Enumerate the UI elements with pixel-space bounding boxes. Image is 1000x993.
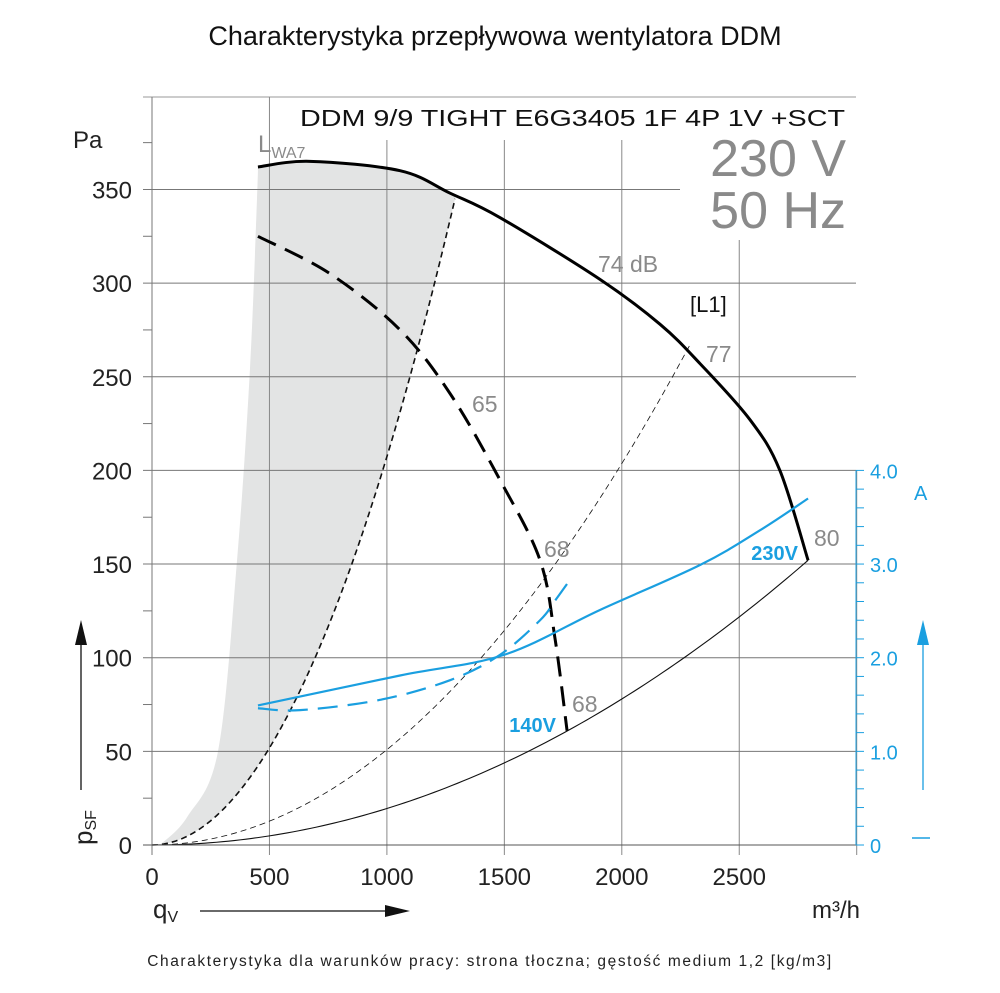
y-tick-label: 100 — [92, 646, 132, 673]
annotation-sound: LWA7 — [258, 131, 306, 162]
y2-tick-label: 0 — [870, 836, 881, 858]
x-label: qV — [153, 894, 178, 926]
voltage-label: 230 V — [710, 130, 846, 188]
frequency-label: 50 Hz — [710, 182, 846, 240]
annotation-sound: 68 — [544, 536, 570, 562]
y2-tick-label: 4.0 — [870, 461, 898, 483]
annotation-sound: 77 — [706, 341, 732, 367]
x-tick-label: 2500 — [713, 864, 766, 891]
y-tick-label: 50 — [105, 739, 132, 766]
current-curve-140V — [257, 579, 571, 712]
y2-arrow-icon — [917, 620, 929, 790]
annotation-sound: 68 — [572, 691, 598, 717]
y-tick-label: 300 — [92, 271, 132, 298]
current-curve-230V — [257, 497, 809, 707]
x-tick-label: 2000 — [595, 864, 648, 891]
pressure-curve-230V — [257, 159, 810, 561]
y-tick-label: 350 — [92, 177, 132, 204]
annotation-sound: 74 dB — [598, 251, 658, 277]
chart-title: Charakterystyka przepływowa wentylatora … — [208, 21, 781, 51]
y-unit: Pa — [73, 127, 103, 154]
system-curve — [151, 198, 456, 846]
y2-tick-label: 1.0 — [870, 742, 898, 764]
y-tick-label: 200 — [92, 458, 132, 485]
operating-range-shade — [152, 161, 456, 846]
y-tick-label: 0 — [119, 833, 132, 860]
x-tick-label: 1000 — [360, 864, 413, 891]
annotation-label: [L1] — [690, 292, 727, 317]
y-arrow-icon — [75, 620, 87, 790]
model-label: DDM 9/9 TIGHT E6G3405 1F 4P 1V +SCT — [300, 105, 845, 131]
y-tick-label: 150 — [92, 552, 132, 579]
annotation-sound: 80 — [814, 525, 840, 551]
system-curve — [151, 559, 809, 846]
x-tick-label: 1500 — [478, 864, 531, 891]
x-arrow-icon — [200, 905, 410, 917]
annotation-current-label: 140V — [509, 715, 556, 737]
y-label: pSF — [68, 810, 100, 845]
x-tick-label: 0 — [145, 864, 158, 891]
system-curve — [151, 344, 691, 846]
x-tick-label: 500 — [249, 864, 289, 891]
annotation-current-label: 230V — [751, 543, 798, 565]
x-unit: m³/h — [812, 897, 860, 924]
footer-note: Charakterystyka dla warunków pracy: stro… — [147, 953, 833, 970]
y2-unit: A — [914, 483, 928, 505]
y2-tick-label: 3.0 — [870, 555, 898, 577]
y2-tick-label: 2.0 — [870, 649, 898, 671]
y-tick-label: 250 — [92, 365, 132, 392]
annotation-sound: 65 — [472, 391, 498, 417]
pressure-curve-140V — [257, 234, 569, 731]
